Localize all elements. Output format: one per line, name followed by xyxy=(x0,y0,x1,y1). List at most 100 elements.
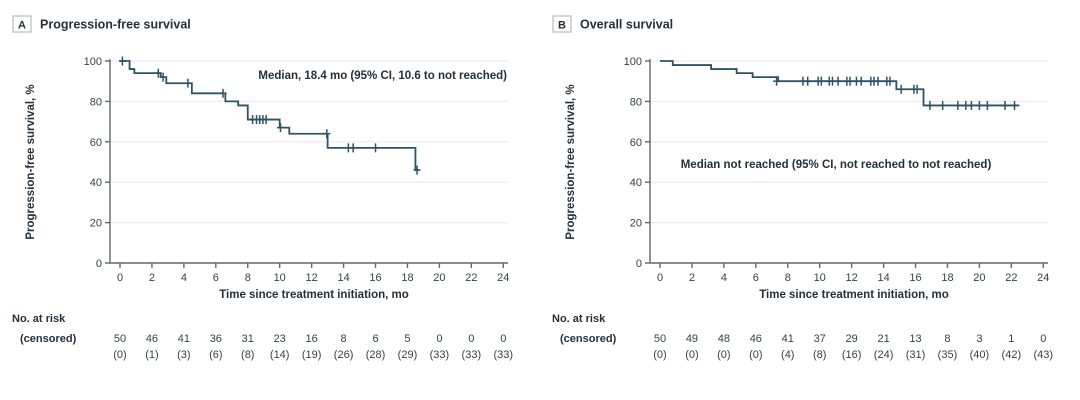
censored-value: (6) xyxy=(209,349,222,361)
x-tick-label: 4 xyxy=(721,272,727,284)
at-risk-value: 0 xyxy=(1040,333,1046,345)
at-risk-value: 16 xyxy=(306,333,318,345)
at-risk-value: 0 xyxy=(436,333,442,345)
panel-progression-free-survival: A Progression-free survival Progression-… xyxy=(12,15,513,361)
censored-value: (42) xyxy=(1002,349,1022,361)
censored-value: (28) xyxy=(366,349,386,361)
y-axis-label: Progression-free survival, % xyxy=(25,84,37,239)
y-tick-label: 80 xyxy=(630,96,642,108)
y-tick-label: 100 xyxy=(84,56,102,68)
x-tick-label: 8 xyxy=(245,272,251,284)
x-tick-label: 10 xyxy=(274,272,286,284)
x-tick-label: 18 xyxy=(941,272,953,284)
at-risk-value: 8 xyxy=(944,333,950,345)
y-tick-label: 100 xyxy=(624,56,642,68)
x-tick-label: 6 xyxy=(213,272,219,284)
censored-value: (0) xyxy=(685,349,698,361)
censored-value: (33) xyxy=(462,349,482,361)
median-annotation: Median not reached (95% CI, not reached … xyxy=(681,159,992,171)
x-tick-label: 14 xyxy=(337,272,349,284)
x-tick-label: 22 xyxy=(465,272,477,284)
x-tick-label: 6 xyxy=(753,272,759,284)
panel-label-box xyxy=(12,15,32,33)
censored-value: (35) xyxy=(938,349,958,361)
at-risk-value: 49 xyxy=(686,333,698,345)
at-risk-value: 29 xyxy=(846,333,858,345)
y-tick-label: 0 xyxy=(96,258,102,270)
pfs-chart: A Progression-free survival Progression-… xyxy=(12,15,513,361)
x-tick-label: 0 xyxy=(117,272,123,284)
censored-value: (33) xyxy=(430,349,450,361)
censored-value: (0) xyxy=(653,349,666,361)
y-axis-label: Progression-free survival, % xyxy=(565,84,577,239)
y-tick-label: 60 xyxy=(90,137,102,149)
at-risk-value: 13 xyxy=(909,333,921,345)
censored-value: (8) xyxy=(241,349,254,361)
panel-label: B xyxy=(558,20,566,32)
censored-value: (29) xyxy=(398,349,418,361)
censored-value: (0) xyxy=(717,349,730,361)
risk-table-subheader: (censored) xyxy=(560,333,617,345)
at-risk-value: 50 xyxy=(114,333,126,345)
panel-title: Progression-free survival xyxy=(40,18,191,32)
censored-value: (0) xyxy=(749,349,762,361)
at-risk-value: 1 xyxy=(1008,333,1014,345)
x-tick-label: 12 xyxy=(846,272,858,284)
x-tick-label: 0 xyxy=(657,272,663,284)
x-tick-label: 2 xyxy=(689,272,695,284)
x-tick-label: 12 xyxy=(306,272,318,284)
panel-label: A xyxy=(18,20,26,32)
median-annotation: Median, 18.4 mo (95% CI, 10.6 to not rea… xyxy=(258,70,507,82)
x-axis-label: Time since treatment initiation, mo xyxy=(759,289,949,301)
at-risk-value: 48 xyxy=(718,333,730,345)
at-risk-value: 41 xyxy=(178,333,190,345)
censored-value: (8) xyxy=(813,349,826,361)
at-risk-value: 5 xyxy=(404,333,410,345)
x-tick-label: 16 xyxy=(909,272,921,284)
at-risk-value: 50 xyxy=(654,333,666,345)
censored-value: (24) xyxy=(874,349,894,361)
at-risk-value: 46 xyxy=(750,333,762,345)
y-tick-label: 80 xyxy=(90,96,102,108)
censored-value: (26) xyxy=(334,349,354,361)
at-risk-value: 37 xyxy=(814,333,826,345)
x-tick-label: 16 xyxy=(369,272,381,284)
censored-value: (14) xyxy=(270,349,290,361)
censored-value: (31) xyxy=(906,349,926,361)
risk-table-header: No. at risk xyxy=(552,313,606,325)
y-tick-label: 20 xyxy=(630,218,642,230)
at-risk-value: 46 xyxy=(146,333,158,345)
x-tick-label: 24 xyxy=(497,272,509,284)
panel-overall-survival: B Overall survival Progression-free surv… xyxy=(540,0,1080,400)
censored-value: (1) xyxy=(145,349,158,361)
risk-table-header: No. at risk xyxy=(12,313,66,325)
y-tick-label: 20 xyxy=(90,218,102,230)
at-risk-value: 0 xyxy=(500,333,506,345)
y-tick-label: 40 xyxy=(630,177,642,189)
y-tick-label: 40 xyxy=(90,177,102,189)
y-tick-label: 0 xyxy=(636,258,642,270)
censored-value: (0) xyxy=(113,349,126,361)
at-risk-value: 41 xyxy=(782,333,794,345)
km-curve xyxy=(660,60,1020,107)
x-tick-label: 24 xyxy=(1037,272,1049,284)
at-risk-value: 3 xyxy=(976,333,982,345)
risk-table-subheader: (censored) xyxy=(20,333,77,345)
y-tick-label: 60 xyxy=(630,137,642,149)
censored-value: (19) xyxy=(302,349,322,361)
at-risk-value: 0 xyxy=(468,333,474,345)
censored-value: (33) xyxy=(493,349,513,361)
x-tick-label: 20 xyxy=(433,272,445,284)
panel-label-box xyxy=(552,15,572,33)
censored-value: (16) xyxy=(842,349,862,361)
x-tick-label: 4 xyxy=(181,272,187,284)
at-risk-value: 36 xyxy=(210,333,222,345)
at-risk-value: 21 xyxy=(877,333,889,345)
os-chart: B Overall survival Progression-free surv… xyxy=(552,15,1053,361)
censored-value: (43) xyxy=(1033,349,1053,361)
x-tick-label: 22 xyxy=(1005,272,1017,284)
x-tick-label: 2 xyxy=(149,272,155,284)
